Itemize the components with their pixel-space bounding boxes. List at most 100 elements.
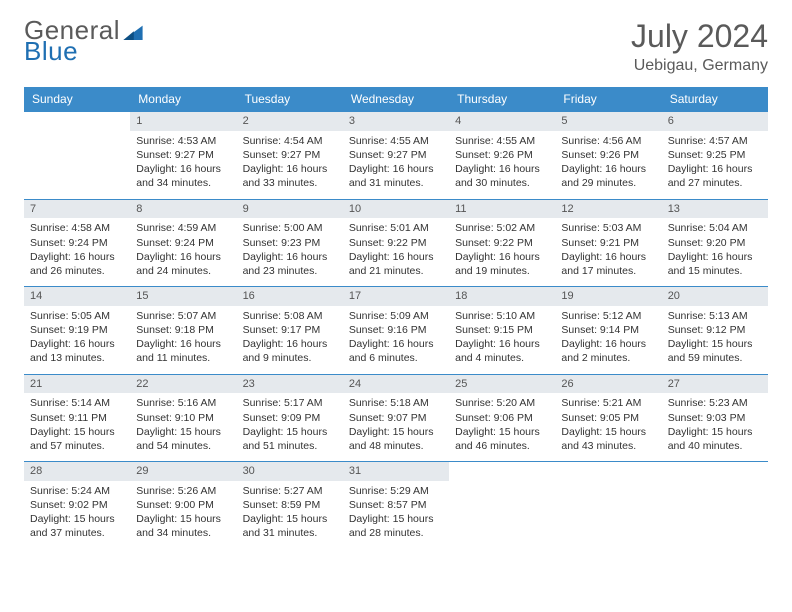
day-sunrise: Sunrise: 4:57 AM — [668, 134, 762, 148]
day-body: Sunrise: 5:03 AMSunset: 9:21 PMDaylight:… — [555, 218, 661, 286]
logo: GeneralBlue — [24, 18, 144, 63]
day-body: Sunrise: 4:55 AMSunset: 9:26 PMDaylight:… — [449, 131, 555, 199]
day-body: Sunrise: 5:09 AMSunset: 9:16 PMDaylight:… — [343, 306, 449, 374]
day-cell — [555, 462, 661, 549]
day-daylight: Daylight: 16 hours and 23 minutes. — [243, 250, 337, 278]
day-daylight: Daylight: 16 hours and 15 minutes. — [668, 250, 762, 278]
day-daylight: Daylight: 16 hours and 6 minutes. — [349, 337, 443, 365]
day-cell: 27Sunrise: 5:23 AMSunset: 9:03 PMDayligh… — [662, 374, 768, 462]
day-number: 11 — [449, 200, 555, 219]
day-body: Sunrise: 5:04 AMSunset: 9:20 PMDaylight:… — [662, 218, 768, 286]
day-sunset: Sunset: 9:18 PM — [136, 323, 230, 337]
day-sunset: Sunset: 9:17 PM — [243, 323, 337, 337]
day-daylight: Daylight: 16 hours and 29 minutes. — [561, 162, 655, 190]
day-body: Sunrise: 4:57 AMSunset: 9:25 PMDaylight:… — [662, 131, 768, 199]
day-daylight: Daylight: 15 hours and 34 minutes. — [136, 512, 230, 540]
week-row: 7Sunrise: 4:58 AMSunset: 9:24 PMDaylight… — [24, 199, 768, 287]
day-daylight: Daylight: 16 hours and 24 minutes. — [136, 250, 230, 278]
day-cell: 24Sunrise: 5:18 AMSunset: 9:07 PMDayligh… — [343, 374, 449, 462]
day-body: Sunrise: 5:10 AMSunset: 9:15 PMDaylight:… — [449, 306, 555, 374]
day-body: Sunrise: 4:54 AMSunset: 9:27 PMDaylight:… — [237, 131, 343, 199]
day-cell: 11Sunrise: 5:02 AMSunset: 9:22 PMDayligh… — [449, 199, 555, 287]
day-sunrise: Sunrise: 5:29 AM — [349, 484, 443, 498]
day-body: Sunrise: 5:00 AMSunset: 9:23 PMDaylight:… — [237, 218, 343, 286]
day-cell: 5Sunrise: 4:56 AMSunset: 9:26 PMDaylight… — [555, 112, 661, 200]
day-sunrise: Sunrise: 5:21 AM — [561, 396, 655, 410]
day-cell: 29Sunrise: 5:26 AMSunset: 9:00 PMDayligh… — [130, 462, 236, 549]
calendar-table: Sunday Monday Tuesday Wednesday Thursday… — [24, 87, 768, 549]
day-sunset: Sunset: 9:26 PM — [455, 148, 549, 162]
day-sunset: Sunset: 9:25 PM — [668, 148, 762, 162]
day-number: 23 — [237, 375, 343, 394]
day-sunrise: Sunrise: 4:54 AM — [243, 134, 337, 148]
day-sunset: Sunset: 9:20 PM — [668, 236, 762, 250]
day-sunset: Sunset: 9:24 PM — [136, 236, 230, 250]
day-daylight: Daylight: 15 hours and 46 minutes. — [455, 425, 549, 453]
day-cell: 25Sunrise: 5:20 AMSunset: 9:06 PMDayligh… — [449, 374, 555, 462]
day-number: 6 — [662, 112, 768, 131]
day-daylight: Daylight: 16 hours and 17 minutes. — [561, 250, 655, 278]
week-row: 14Sunrise: 5:05 AMSunset: 9:19 PMDayligh… — [24, 287, 768, 375]
day-daylight: Daylight: 15 hours and 54 minutes. — [136, 425, 230, 453]
day-daylight: Daylight: 16 hours and 27 minutes. — [668, 162, 762, 190]
day-number: 7 — [24, 200, 130, 219]
day-sunrise: Sunrise: 5:01 AM — [349, 221, 443, 235]
col-wed: Wednesday — [343, 87, 449, 112]
day-number: 4 — [449, 112, 555, 131]
day-sunrise: Sunrise: 5:12 AM — [561, 309, 655, 323]
day-number: 2 — [237, 112, 343, 131]
day-daylight: Daylight: 15 hours and 37 minutes. — [30, 512, 124, 540]
day-daylight: Daylight: 15 hours and 57 minutes. — [30, 425, 124, 453]
calendar-body: 1Sunrise: 4:53 AMSunset: 9:27 PMDaylight… — [24, 112, 768, 549]
day-sunset: Sunset: 8:59 PM — [243, 498, 337, 512]
day-sunset: Sunset: 9:10 PM — [136, 411, 230, 425]
day-number: 18 — [449, 287, 555, 306]
day-cell: 3Sunrise: 4:55 AMSunset: 9:27 PMDaylight… — [343, 112, 449, 200]
day-sunset: Sunset: 9:00 PM — [136, 498, 230, 512]
day-sunrise: Sunrise: 5:27 AM — [243, 484, 337, 498]
day-sunset: Sunset: 9:27 PM — [243, 148, 337, 162]
page-title: July 2024 — [631, 18, 768, 55]
day-sunrise: Sunrise: 5:02 AM — [455, 221, 549, 235]
week-row: 28Sunrise: 5:24 AMSunset: 9:02 PMDayligh… — [24, 462, 768, 549]
day-daylight: Daylight: 16 hours and 30 minutes. — [455, 162, 549, 190]
day-number: 31 — [343, 462, 449, 481]
day-daylight: Daylight: 16 hours and 19 minutes. — [455, 250, 549, 278]
day-sunrise: Sunrise: 4:56 AM — [561, 134, 655, 148]
day-cell: 18Sunrise: 5:10 AMSunset: 9:15 PMDayligh… — [449, 287, 555, 375]
day-cell: 14Sunrise: 5:05 AMSunset: 9:19 PMDayligh… — [24, 287, 130, 375]
day-daylight: Daylight: 16 hours and 26 minutes. — [30, 250, 124, 278]
day-cell: 20Sunrise: 5:13 AMSunset: 9:12 PMDayligh… — [662, 287, 768, 375]
day-sunrise: Sunrise: 5:26 AM — [136, 484, 230, 498]
col-tue: Tuesday — [237, 87, 343, 112]
day-body: Sunrise: 5:17 AMSunset: 9:09 PMDaylight:… — [237, 393, 343, 461]
day-daylight: Daylight: 16 hours and 2 minutes. — [561, 337, 655, 365]
day-number: 17 — [343, 287, 449, 306]
day-body: Sunrise: 4:56 AMSunset: 9:26 PMDaylight:… — [555, 131, 661, 199]
day-sunrise: Sunrise: 5:13 AM — [668, 309, 762, 323]
day-body: Sunrise: 5:27 AMSunset: 8:59 PMDaylight:… — [237, 481, 343, 549]
day-sunset: Sunset: 9:05 PM — [561, 411, 655, 425]
day-cell — [24, 112, 130, 200]
day-sunrise: Sunrise: 5:14 AM — [30, 396, 124, 410]
day-sunset: Sunset: 9:06 PM — [455, 411, 549, 425]
day-body: Sunrise: 5:05 AMSunset: 9:19 PMDaylight:… — [24, 306, 130, 374]
day-body: Sunrise: 5:14 AMSunset: 9:11 PMDaylight:… — [24, 393, 130, 461]
col-sun: Sunday — [24, 87, 130, 112]
day-body: Sunrise: 5:08 AMSunset: 9:17 PMDaylight:… — [237, 306, 343, 374]
day-number: 30 — [237, 462, 343, 481]
day-number: 22 — [130, 375, 236, 394]
day-sunrise: Sunrise: 5:07 AM — [136, 309, 230, 323]
col-mon: Monday — [130, 87, 236, 112]
day-cell: 28Sunrise: 5:24 AMSunset: 9:02 PMDayligh… — [24, 462, 130, 549]
day-daylight: Daylight: 15 hours and 51 minutes. — [243, 425, 337, 453]
day-daylight: Daylight: 15 hours and 28 minutes. — [349, 512, 443, 540]
day-cell: 4Sunrise: 4:55 AMSunset: 9:26 PMDaylight… — [449, 112, 555, 200]
day-number: 5 — [555, 112, 661, 131]
day-sunrise: Sunrise: 5:05 AM — [30, 309, 124, 323]
day-body: Sunrise: 4:53 AMSunset: 9:27 PMDaylight:… — [130, 131, 236, 199]
col-thu: Thursday — [449, 87, 555, 112]
day-sunset: Sunset: 9:21 PM — [561, 236, 655, 250]
day-daylight: Daylight: 16 hours and 33 minutes. — [243, 162, 337, 190]
day-body: Sunrise: 5:01 AMSunset: 9:22 PMDaylight:… — [343, 218, 449, 286]
